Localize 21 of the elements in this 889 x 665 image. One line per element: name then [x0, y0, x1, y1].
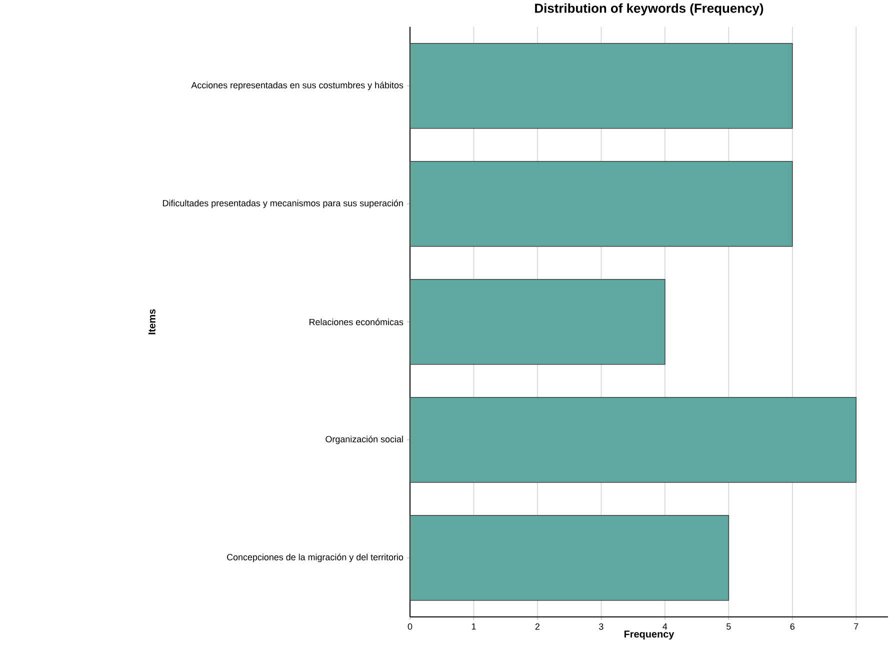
bar — [410, 279, 666, 365]
x-tick-label: 4 — [662, 623, 668, 630]
y-tick-label: Acciones representadas en sus costumbres y hábitos — [191, 82, 404, 90]
x-tick-label: 6 — [790, 623, 794, 630]
x-tick-label: 5 — [726, 623, 731, 630]
y-tick-label: Concepciones de la migración y del territorio — [227, 554, 404, 562]
bar — [410, 515, 730, 601]
x-tick-label: 2 — [535, 623, 540, 630]
y-tick-label: Organización social — [326, 436, 403, 444]
bar — [410, 397, 857, 483]
x-tick-label: 1 — [472, 623, 476, 630]
y-axis-title: Items — [148, 309, 156, 334]
y-tick-label: Relaciones económicas — [310, 318, 404, 326]
bar — [410, 161, 793, 247]
x-axis-title: Frequency — [624, 630, 674, 640]
x-tick-label: 0 — [408, 623, 412, 630]
y-tick-label: Dificultades presentadas y mecanismos para sus superación — [163, 200, 403, 208]
bar — [410, 43, 793, 129]
x-tick-label: 7 — [854, 623, 858, 630]
x-tick-label: 3 — [599, 623, 604, 630]
chart-title: Distribution of keywords (Frequency) — [535, 3, 764, 16]
